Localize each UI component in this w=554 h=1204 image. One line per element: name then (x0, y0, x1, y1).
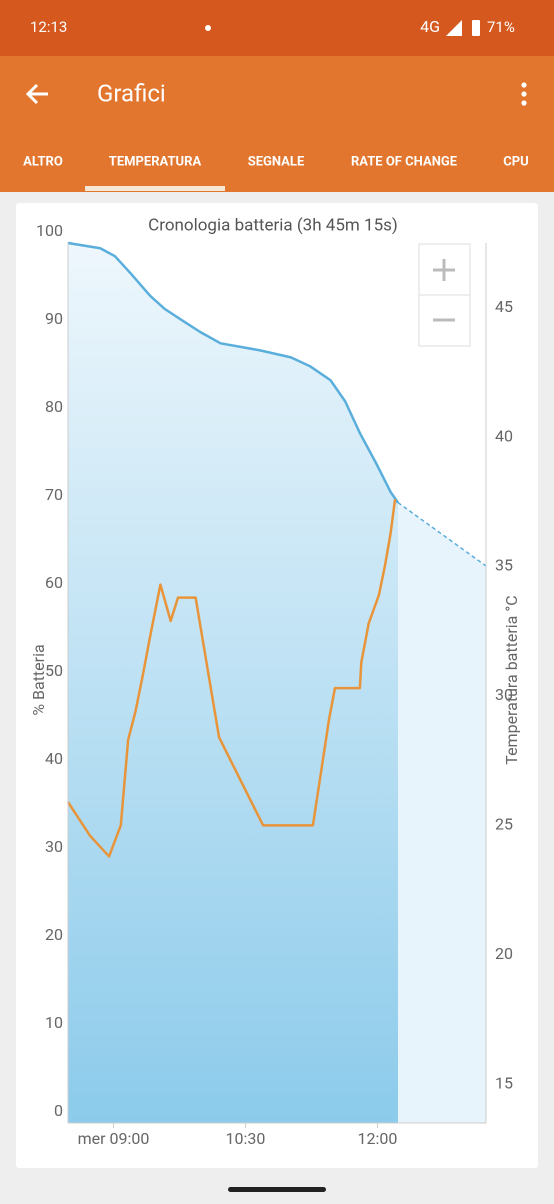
battery-area (68, 243, 398, 1123)
tab-indicator (85, 186, 225, 191)
status-network: 4G (420, 17, 440, 36)
tab[interactable]: CPU (503, 154, 528, 169)
battery-icon (472, 20, 480, 36)
status-bar (0, 0, 554, 56)
tab[interactable]: RATE OF CHANGE (351, 154, 458, 169)
tab[interactable]: ALTRO (23, 154, 63, 169)
y-tick-label: 80 (45, 397, 63, 416)
projection-area (398, 502, 486, 1124)
x-tick-label: 10:30 (226, 1129, 266, 1148)
app-bar (0, 56, 554, 192)
status-dot (205, 25, 211, 31)
y-tick-label: 60 (45, 573, 63, 592)
y-tick-label: 100 (36, 221, 63, 240)
y-tick-label: 40 (45, 749, 63, 768)
zoom-controls (418, 243, 471, 347)
app-title: Grafici (97, 79, 166, 107)
y-tick-label: 0 (54, 1101, 63, 1120)
y2-tick-label: 15 (495, 1073, 513, 1092)
zoom-in[interactable] (433, 259, 455, 281)
y-tick-label: 90 (45, 309, 63, 328)
y-tick-label: 10 (45, 1013, 63, 1032)
series-line (66, 499, 397, 858)
y-axis-label: % Batteria (29, 644, 48, 715)
y2-tick-label: 20 (495, 944, 513, 963)
y2-tick-label: 45 (495, 297, 513, 316)
y2-tick-label: 35 (495, 556, 513, 575)
series-line (67, 241, 400, 504)
y-tick-label: 50 (45, 661, 63, 680)
x-tick-label: 12:00 (358, 1129, 398, 1148)
status-time: 12:13 (30, 18, 67, 36)
back-button[interactable] (25, 83, 48, 105)
y-tick-label: 70 (45, 485, 63, 504)
y2-tick-label: 25 (495, 815, 513, 834)
home-indicator (228, 1187, 326, 1192)
y-tick-label: 20 (45, 925, 63, 944)
y-tick-label: 30 (45, 837, 63, 856)
y2-tick-label: 30 (495, 685, 513, 704)
plot: 0 10 20 30 40 50 60 70 80 90 100 15 20 25 30 35 40 45 mer … (36, 221, 513, 1148)
y2-axis-label: Temperatura batteria °C (502, 595, 521, 764)
signal-icon (446, 20, 462, 36)
tab[interactable]: TEMPERATURA (109, 154, 202, 169)
menu-button[interactable] (521, 82, 527, 106)
chart-title: Cronologia batteria (3h 45m 15s) (148, 215, 398, 235)
tab[interactable]: SEGNALE (248, 154, 305, 169)
tab-bar: ALTRO TEMPERATURA SEGNALE RATE OF CHANGE CPU (23, 154, 529, 191)
y2-tick-label: 40 (495, 426, 513, 445)
x-tick-label: mer 09:00 (78, 1129, 150, 1148)
status-battery: 71% (487, 18, 515, 36)
